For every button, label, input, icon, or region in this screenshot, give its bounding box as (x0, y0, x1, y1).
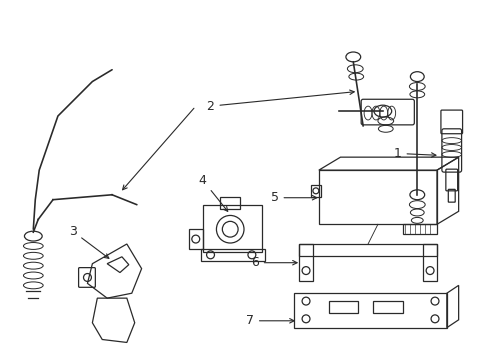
Bar (220, 197, 240, 208)
Bar (372, 301, 402, 313)
Text: 2: 2 (206, 90, 353, 113)
Bar (318, 170, 436, 224)
Text: 1: 1 (393, 147, 435, 160)
Text: 7: 7 (245, 314, 294, 327)
Bar (299, 244, 436, 256)
Bar (310, 185, 320, 197)
Bar (202, 204, 261, 252)
Bar (328, 301, 358, 313)
Text: 4: 4 (198, 174, 227, 211)
Bar (188, 229, 202, 249)
Bar (402, 224, 436, 234)
Bar (200, 249, 264, 261)
Bar (299, 244, 312, 282)
Text: 3: 3 (69, 225, 109, 258)
Bar (294, 293, 446, 328)
Bar (422, 244, 436, 282)
Text: 5: 5 (270, 191, 316, 204)
Text: 6: 6 (250, 256, 297, 269)
